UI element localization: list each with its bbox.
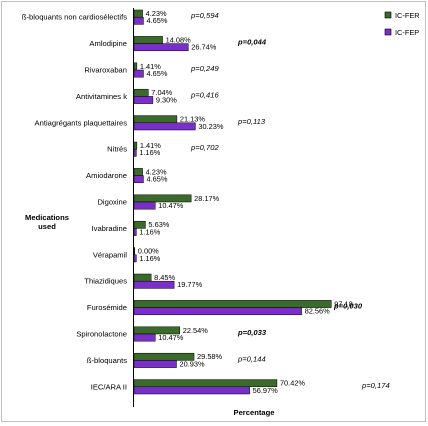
data-label-ic-fer: 97.18 [334, 299, 353, 308]
p-value-label: p=0,144 [237, 354, 266, 363]
data-label-ic-fer: 4.23% [146, 167, 167, 176]
category-label: Amiodarone [86, 171, 127, 180]
category-label: ß-bloquants [87, 356, 127, 365]
bar-ic-fep [133, 43, 189, 52]
y-axis-title-line2: used [38, 222, 56, 231]
bar-ic-fep [133, 148, 137, 157]
category-label: Antivitamines k [76, 92, 127, 101]
category-label: Amlodipine [89, 39, 127, 48]
data-label-ic-fep: 9.30% [156, 95, 177, 104]
category-label: Thiazidiques [84, 277, 127, 286]
bar-ic-fep [133, 122, 196, 131]
data-label-ic-fep: 10.47% [158, 201, 183, 210]
legend-swatch-ic-fer [384, 11, 392, 19]
data-label-ic-fep: 19.77% [177, 280, 202, 289]
data-label-ic-fer: 21.13% [180, 115, 205, 124]
data-label-ic-fer: 5.63% [148, 220, 169, 229]
bar-ic-fep [133, 96, 154, 104]
bar-ic-fep [133, 228, 137, 236]
data-label-ic-fep: 56.97% [253, 386, 278, 395]
data-label-ic-fer: 1.41% [140, 62, 161, 71]
bar-ic-fep [133, 386, 250, 395]
p-value-label: p=0,044 [237, 38, 267, 47]
data-label-ic-fep: 30.23% [198, 122, 223, 131]
p-value-label: p=0,594 [190, 11, 219, 20]
bar-ic-fep [133, 333, 156, 342]
data-label-ic-fep: 4.65% [146, 69, 167, 78]
p-value-label: p=0,249 [190, 64, 219, 73]
data-label-ic-fer: 14.08% [166, 35, 191, 44]
category-label: Antiagrégants plaquettaires [35, 118, 128, 127]
bar-ic-fep [133, 16, 144, 25]
bar-ic-fep [133, 280, 175, 289]
data-label-ic-fep: 82.56% [305, 307, 330, 316]
category-label: Rivaroxaban [84, 66, 127, 75]
legend-label-ic-fer: IC-FER [395, 11, 420, 20]
bar-ic-fer [133, 88, 149, 97]
data-label-ic-fep: 20.93% [179, 359, 204, 368]
bar-ic-fer [133, 9, 143, 18]
data-label-ic-fer: 28.17% [194, 194, 219, 203]
data-label-ic-fep: 4.65% [146, 16, 167, 25]
category-label: Spironolactone [76, 330, 127, 339]
data-label-ic-fer: 29.58% [197, 352, 222, 361]
p-value-label: p=0,113 [237, 117, 266, 126]
data-label-ic-fep: 26.74% [191, 43, 216, 52]
category-label: Digoxine [97, 198, 127, 207]
legend: IC-FER IC-FEP [384, 11, 420, 37]
data-label-ic-fep: 1.16% [139, 148, 160, 157]
p-value-label: p=0,702 [190, 143, 219, 152]
p-value-label: p=0,030 [333, 302, 363, 311]
legend-label-ic-fep: IC-FEP [395, 28, 419, 37]
data-label-ic-fer: 7.04% [151, 88, 172, 97]
bar-ic-fep [133, 201, 156, 210]
bar-ic-fer [133, 36, 163, 44]
x-axis-title: Percentage [234, 408, 275, 417]
category-label: Furosémide [87, 303, 127, 312]
category-label: ß-bloquants non cardiosélectifs [22, 13, 127, 22]
bar-ic-fer [133, 168, 143, 176]
bar-ic-fer [133, 141, 138, 150]
data-label-ic-fer: 1.41% [140, 141, 161, 150]
category-label: Ivabradine [92, 224, 127, 233]
p-value-label: p=0,174 [361, 381, 390, 390]
data-label-ic-fep: 10.47% [158, 333, 183, 342]
bar-ic-fer [133, 247, 136, 256]
bar-ic-fep [133, 175, 144, 184]
data-label-ic-fer: 70.42% [280, 379, 305, 388]
bar-ic-fer [133, 273, 152, 282]
data-label-ic-fer: 4.23% [146, 9, 167, 18]
data-label-ic-fer: 0.00% [138, 247, 159, 256]
bar-ic-fer [133, 115, 178, 124]
data-label-ic-fep: 4.65% [146, 175, 167, 184]
data-label-ic-fep: 1.16% [139, 227, 160, 236]
bar-ic-fep [133, 360, 177, 368]
p-value-label: p=0,416 [190, 90, 219, 99]
category-label: Vérapamil [93, 250, 127, 259]
category-label: IEC/ARA II [91, 382, 127, 391]
bar-ic-fep [133, 69, 144, 78]
labels-layer: ß-bloquants non cardiosélectifs 4.23%4.65… [22, 9, 390, 395]
bar-ic-fer [133, 300, 332, 308]
data-label-ic-fep: 1.16% [139, 254, 160, 263]
bar-ic-fer [133, 62, 138, 71]
bar-ic-fep [133, 307, 302, 316]
data-label-ic-fer: 8.45% [154, 273, 175, 282]
p-value-label: p=0,033 [237, 328, 267, 337]
y-axis-title-line1: Medications [25, 213, 69, 222]
bar-ic-fep [133, 254, 137, 263]
data-label-ic-fer: 22.54% [183, 326, 208, 335]
category-label: Nitrés [107, 145, 127, 154]
legend-swatch-ic-fep [384, 28, 392, 36]
